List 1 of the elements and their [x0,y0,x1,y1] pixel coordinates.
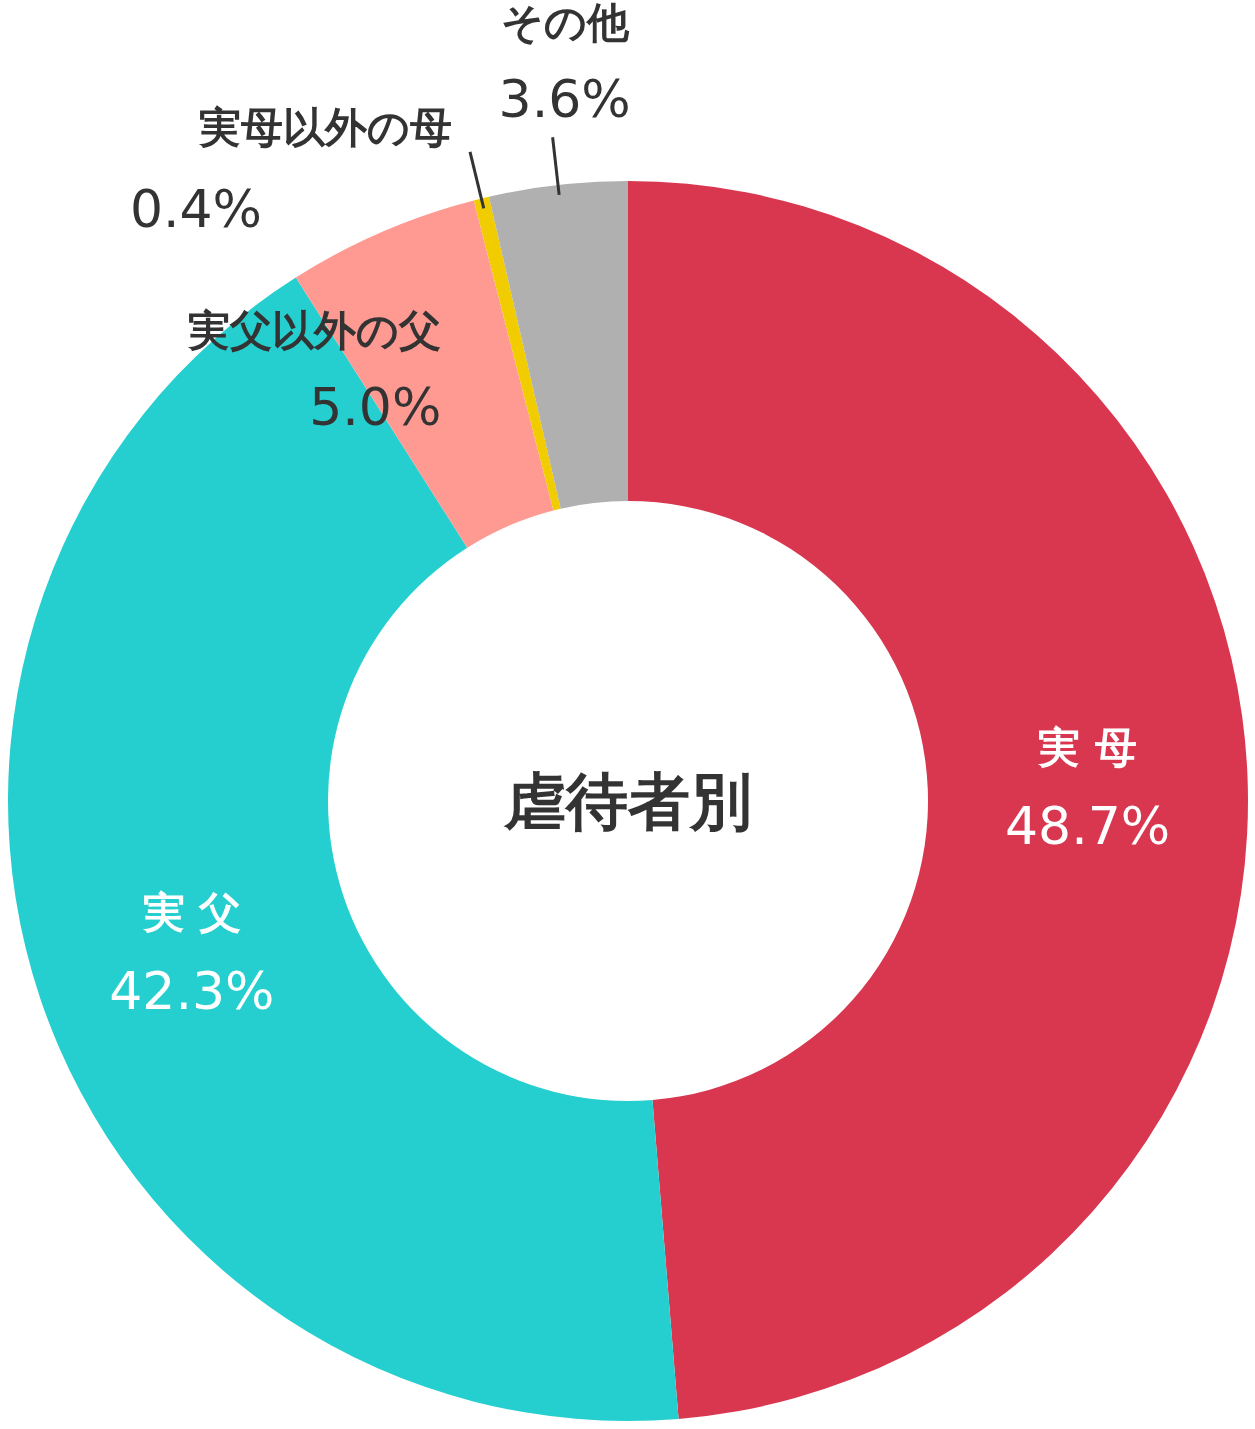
title: 虐待者別 [504,765,752,838]
